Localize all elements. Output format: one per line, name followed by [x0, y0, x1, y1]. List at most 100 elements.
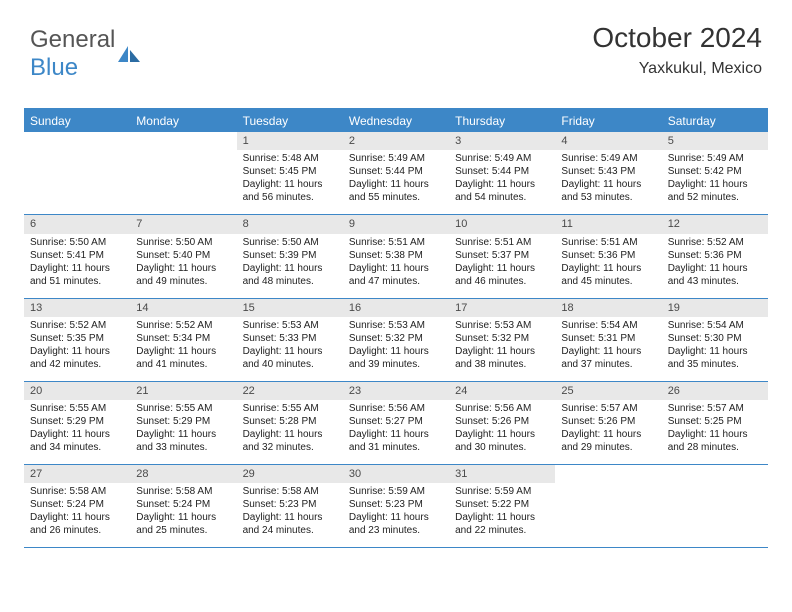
- day-cell-10: 10Sunrise: 5:51 AMSunset: 5:37 PMDayligh…: [449, 215, 555, 297]
- logo-word1: General: [30, 26, 115, 53]
- daylight-line: Daylight: 11 hours and 41 minutes.: [136, 345, 230, 371]
- dayname-saturday: Saturday: [662, 110, 768, 132]
- day-cell-9: 9Sunrise: 5:51 AMSunset: 5:38 PMDaylight…: [343, 215, 449, 297]
- day-body: Sunrise: 5:54 AMSunset: 5:30 PMDaylight:…: [662, 317, 768, 381]
- day-cell-2: 2Sunrise: 5:49 AMSunset: 5:44 PMDaylight…: [343, 132, 449, 214]
- day-body: Sunrise: 5:51 AMSunset: 5:36 PMDaylight:…: [555, 234, 661, 298]
- sunrise-line: Sunrise: 5:52 AM: [136, 319, 230, 332]
- day-cell-15: 15Sunrise: 5:53 AMSunset: 5:33 PMDayligh…: [237, 299, 343, 381]
- day-cell-13: 13Sunrise: 5:52 AMSunset: 5:35 PMDayligh…: [24, 299, 130, 381]
- week-row: 6Sunrise: 5:50 AMSunset: 5:41 PMDaylight…: [24, 215, 768, 298]
- day-cell-25: 25Sunrise: 5:57 AMSunset: 5:26 PMDayligh…: [555, 382, 661, 464]
- day-body: Sunrise: 5:58 AMSunset: 5:23 PMDaylight:…: [237, 483, 343, 547]
- logo-sail-icon: [117, 45, 141, 63]
- daylight-line: Daylight: 11 hours and 30 minutes.: [455, 428, 549, 454]
- sunrise-line: Sunrise: 5:56 AM: [455, 402, 549, 415]
- day-cell-18: 18Sunrise: 5:54 AMSunset: 5:31 PMDayligh…: [555, 299, 661, 381]
- header-right: October 2024 Yaxkukul, Mexico: [592, 22, 762, 78]
- logo-word2: Blue: [30, 54, 78, 81]
- sunrise-line: Sunrise: 5:49 AM: [455, 152, 549, 165]
- sunrise-line: Sunrise: 5:53 AM: [455, 319, 549, 332]
- day-number: 4: [555, 132, 661, 150]
- day-cell-empty: [662, 465, 768, 547]
- daylight-line: Daylight: 11 hours and 42 minutes.: [30, 345, 124, 371]
- day-body: Sunrise: 5:50 AMSunset: 5:39 PMDaylight:…: [237, 234, 343, 298]
- day-number: 31: [449, 465, 555, 483]
- weeks-container: 1Sunrise: 5:48 AMSunset: 5:45 PMDaylight…: [24, 132, 768, 548]
- sunset-line: Sunset: 5:28 PM: [243, 415, 337, 428]
- day-body: Sunrise: 5:53 AMSunset: 5:32 PMDaylight:…: [449, 317, 555, 381]
- daylight-line: Daylight: 11 hours and 25 minutes.: [136, 511, 230, 537]
- day-body: Sunrise: 5:57 AMSunset: 5:25 PMDaylight:…: [662, 400, 768, 464]
- day-number: 15: [237, 299, 343, 317]
- dayname-wednesday: Wednesday: [343, 110, 449, 132]
- day-number: 14: [130, 299, 236, 317]
- sunrise-line: Sunrise: 5:57 AM: [561, 402, 655, 415]
- sunset-line: Sunset: 5:32 PM: [455, 332, 549, 345]
- day-number: 7: [130, 215, 236, 233]
- daylight-line: Daylight: 11 hours and 46 minutes.: [455, 262, 549, 288]
- day-body: Sunrise: 5:59 AMSunset: 5:22 PMDaylight:…: [449, 483, 555, 547]
- day-body: Sunrise: 5:56 AMSunset: 5:26 PMDaylight:…: [449, 400, 555, 464]
- day-number: 5: [662, 132, 768, 150]
- sunset-line: Sunset: 5:22 PM: [455, 498, 549, 511]
- day-number: 3: [449, 132, 555, 150]
- daylight-line: Daylight: 11 hours and 39 minutes.: [349, 345, 443, 371]
- day-cell-16: 16Sunrise: 5:53 AMSunset: 5:32 PMDayligh…: [343, 299, 449, 381]
- sunrise-line: Sunrise: 5:48 AM: [243, 152, 337, 165]
- sunset-line: Sunset: 5:34 PM: [136, 332, 230, 345]
- dayname-friday: Friday: [555, 110, 661, 132]
- daylight-line: Daylight: 11 hours and 53 minutes.: [561, 178, 655, 204]
- sunset-line: Sunset: 5:45 PM: [243, 165, 337, 178]
- daylight-line: Daylight: 11 hours and 45 minutes.: [561, 262, 655, 288]
- day-number: [555, 465, 661, 483]
- sunset-line: Sunset: 5:24 PM: [136, 498, 230, 511]
- daylight-line: Daylight: 11 hours and 22 minutes.: [455, 511, 549, 537]
- week-row: 1Sunrise: 5:48 AMSunset: 5:45 PMDaylight…: [24, 132, 768, 215]
- sunrise-line: Sunrise: 5:51 AM: [561, 236, 655, 249]
- daylight-line: Daylight: 11 hours and 23 minutes.: [349, 511, 443, 537]
- sunset-line: Sunset: 5:27 PM: [349, 415, 443, 428]
- day-cell-7: 7Sunrise: 5:50 AMSunset: 5:40 PMDaylight…: [130, 215, 236, 297]
- daylight-line: Daylight: 11 hours and 26 minutes.: [30, 511, 124, 537]
- day-body: [130, 150, 236, 214]
- sunset-line: Sunset: 5:26 PM: [455, 415, 549, 428]
- day-cell-21: 21Sunrise: 5:55 AMSunset: 5:29 PMDayligh…: [130, 382, 236, 464]
- day-body: Sunrise: 5:48 AMSunset: 5:45 PMDaylight:…: [237, 150, 343, 214]
- day-cell-23: 23Sunrise: 5:56 AMSunset: 5:27 PMDayligh…: [343, 382, 449, 464]
- daylight-line: Daylight: 11 hours and 51 minutes.: [30, 262, 124, 288]
- sunset-line: Sunset: 5:24 PM: [30, 498, 124, 511]
- day-number: 17: [449, 299, 555, 317]
- day-cell-27: 27Sunrise: 5:58 AMSunset: 5:24 PMDayligh…: [24, 465, 130, 547]
- day-body: Sunrise: 5:49 AMSunset: 5:43 PMDaylight:…: [555, 150, 661, 214]
- day-body: Sunrise: 5:58 AMSunset: 5:24 PMDaylight:…: [130, 483, 236, 547]
- day-number: 10: [449, 215, 555, 233]
- day-body: [555, 483, 661, 547]
- sunrise-line: Sunrise: 5:53 AM: [349, 319, 443, 332]
- daylight-line: Daylight: 11 hours and 38 minutes.: [455, 345, 549, 371]
- day-body: Sunrise: 5:51 AMSunset: 5:38 PMDaylight:…: [343, 234, 449, 298]
- day-body: Sunrise: 5:52 AMSunset: 5:34 PMDaylight:…: [130, 317, 236, 381]
- day-cell-24: 24Sunrise: 5:56 AMSunset: 5:26 PMDayligh…: [449, 382, 555, 464]
- sunset-line: Sunset: 5:39 PM: [243, 249, 337, 262]
- sunrise-line: Sunrise: 5:53 AM: [243, 319, 337, 332]
- day-cell-empty: [24, 132, 130, 214]
- sunrise-line: Sunrise: 5:52 AM: [668, 236, 762, 249]
- day-number: [662, 465, 768, 483]
- day-body: Sunrise: 5:55 AMSunset: 5:28 PMDaylight:…: [237, 400, 343, 464]
- daylight-line: Daylight: 11 hours and 40 minutes.: [243, 345, 337, 371]
- day-cell-14: 14Sunrise: 5:52 AMSunset: 5:34 PMDayligh…: [130, 299, 236, 381]
- day-cell-29: 29Sunrise: 5:58 AMSunset: 5:23 PMDayligh…: [237, 465, 343, 547]
- day-cell-8: 8Sunrise: 5:50 AMSunset: 5:39 PMDaylight…: [237, 215, 343, 297]
- sunset-line: Sunset: 5:31 PM: [561, 332, 655, 345]
- sunrise-line: Sunrise: 5:50 AM: [243, 236, 337, 249]
- day-cell-6: 6Sunrise: 5:50 AMSunset: 5:41 PMDaylight…: [24, 215, 130, 297]
- day-cell-20: 20Sunrise: 5:55 AMSunset: 5:29 PMDayligh…: [24, 382, 130, 464]
- daylight-line: Daylight: 11 hours and 34 minutes.: [30, 428, 124, 454]
- logo: General Blue: [30, 26, 141, 82]
- day-number: 9: [343, 215, 449, 233]
- sunset-line: Sunset: 5:26 PM: [561, 415, 655, 428]
- daylight-line: Daylight: 11 hours and 54 minutes.: [455, 178, 549, 204]
- sunrise-line: Sunrise: 5:59 AM: [455, 485, 549, 498]
- day-number: 30: [343, 465, 449, 483]
